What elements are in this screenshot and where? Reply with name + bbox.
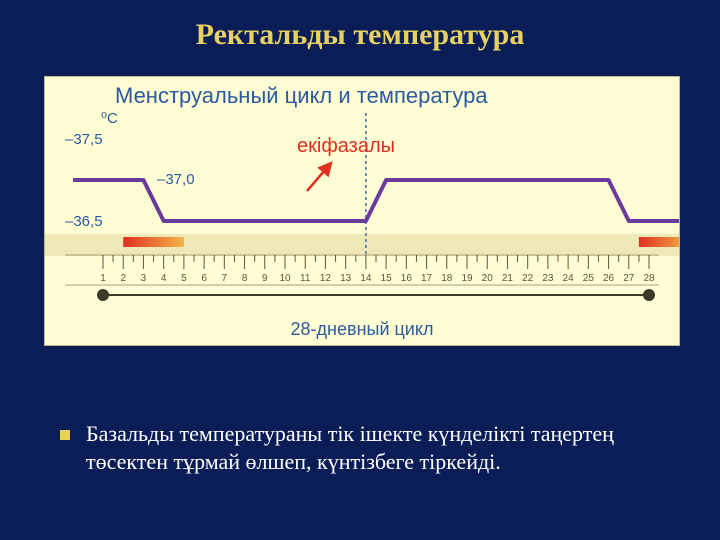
- svg-text:15: 15: [381, 273, 393, 284]
- svg-text:9: 9: [262, 273, 268, 284]
- svg-text:19: 19: [461, 273, 473, 284]
- svg-text:13: 13: [340, 273, 352, 284]
- svg-text:5: 5: [181, 273, 187, 284]
- chart-title: Менструальный цикл и температура: [115, 83, 488, 109]
- svg-text:22: 22: [522, 273, 534, 284]
- svg-text:2: 2: [120, 273, 126, 284]
- svg-text:16: 16: [401, 273, 413, 284]
- svg-text:–36,5: –36,5: [65, 213, 103, 230]
- svg-text:23: 23: [542, 273, 554, 284]
- svg-text:4: 4: [161, 273, 167, 284]
- svg-text:6: 6: [201, 273, 207, 284]
- svg-text:–37,5: –37,5: [65, 131, 103, 148]
- svg-text:12: 12: [320, 273, 332, 284]
- svg-text:1: 1: [100, 273, 106, 284]
- annotation-label: екіфазалы: [297, 135, 395, 158]
- chart-svg: 1234567891011121314151617181920212223242…: [45, 77, 679, 345]
- svg-text:11: 11: [300, 273, 311, 284]
- page-title: Ректальды температура: [0, 0, 720, 52]
- body-text: Базальды температураны тік ішекте күндел…: [86, 420, 666, 475]
- svg-text:27: 27: [623, 273, 635, 284]
- svg-text:18: 18: [441, 273, 453, 284]
- svg-text:17: 17: [421, 273, 433, 284]
- svg-text:28: 28: [643, 273, 655, 284]
- chart-figure: Менструальный цикл и температура 1234567…: [44, 76, 680, 346]
- svg-text:3: 3: [141, 273, 147, 284]
- bullet-icon: [60, 430, 70, 440]
- svg-text:14: 14: [360, 273, 372, 284]
- svg-text:20: 20: [482, 273, 494, 284]
- svg-text:25: 25: [583, 273, 595, 284]
- svg-text:26: 26: [603, 273, 615, 284]
- slide-root: Ректальды температура Менструальный цикл…: [0, 0, 720, 540]
- svg-text:7: 7: [222, 273, 228, 284]
- svg-text:–37,0: –37,0: [157, 171, 195, 188]
- svg-text:8: 8: [242, 273, 248, 284]
- svg-text:⁰C: ⁰C: [101, 110, 118, 127]
- svg-text:21: 21: [502, 273, 514, 284]
- svg-text:24: 24: [563, 273, 575, 284]
- x-axis-label: 28-дневный цикл: [45, 319, 679, 340]
- svg-text:10: 10: [279, 273, 291, 284]
